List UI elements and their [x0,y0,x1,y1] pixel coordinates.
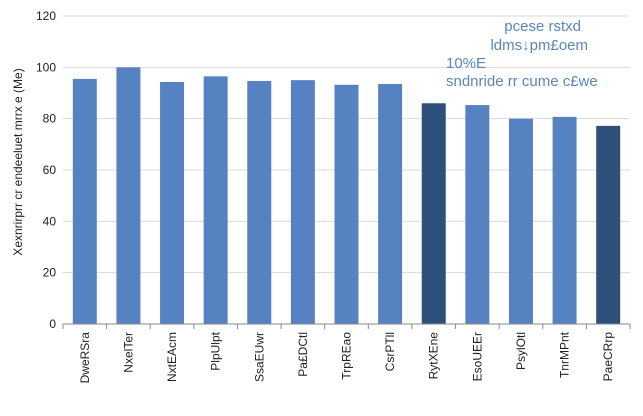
category-labels: DweRSra NxelTer NxtEAcm PlpUlpt SsaEUwr Pa£DC… [78,331,615,383]
bar [508,118,533,325]
annotation-line: sndnride rr cume c£we [446,73,598,90]
bar [465,105,490,325]
category-label: SsaEUwr [252,332,266,382]
x-axis-ticks [62,324,631,329]
annotation-line: ldms↓pm£oem [490,37,588,54]
bar [72,78,97,324]
bar [421,103,446,325]
category-label: DweRSra [78,332,92,384]
annotation-line: pcese rstxd [504,18,581,35]
y-axis-ticks: 0 20 40 60 80 100 120 [36,9,56,331]
category-label: TnrMPnt [558,331,572,378]
bar [596,125,621,324]
bar [334,84,359,324]
bar [247,80,272,324]
annotation-line: 10%E [446,55,486,72]
y-tick-label: 40 [43,214,57,228]
bar [116,67,141,324]
category-label: PsylOtl [514,332,528,370]
category-label: NxelTer [121,332,135,373]
bar-series [72,67,621,325]
y-tick-label: 100 [36,60,56,74]
bar [290,80,315,325]
bar [160,81,185,324]
y-tick-label: 80 [43,112,57,126]
y-axis-title: Xexnrirprr cr endeeluet mrrx e (Me) [11,68,25,255]
y-tick-label: 120 [36,9,56,23]
category-label: CsrPTll [383,332,397,371]
bar [552,116,577,325]
category-label: TrpREao [340,332,354,380]
bar [203,76,228,324]
category-label: PlpUlpt [209,331,223,370]
y-tick-label: 60 [43,163,57,177]
y-tick-label: 0 [49,317,56,331]
y-tick-label: 20 [43,266,57,280]
bar [378,84,403,325]
category-label: Pa£DCtl [296,332,310,377]
category-label: RytXEne [427,332,441,380]
category-label: EsoUEEr [470,332,484,381]
category-label: NxtEAcm [165,332,179,382]
category-label: PaeCRrp [601,332,615,382]
